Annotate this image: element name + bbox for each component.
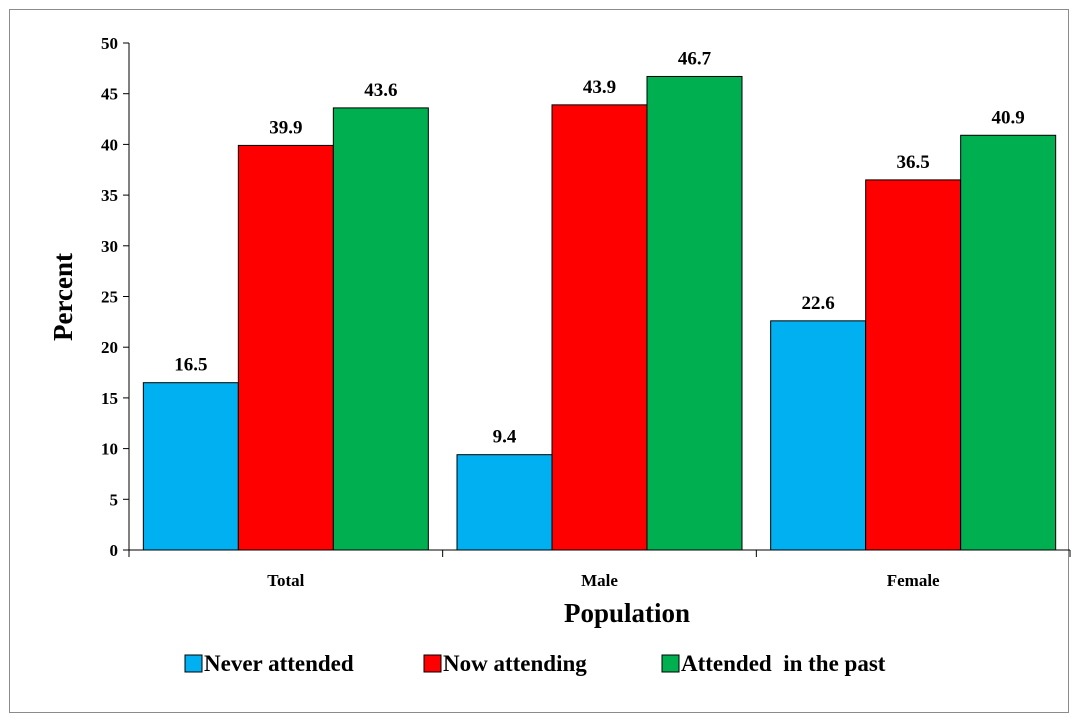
category-label: Female <box>887 571 940 590</box>
legend-swatch <box>423 654 442 673</box>
bar <box>332 107 429 551</box>
bar <box>551 104 648 551</box>
legend-label: Now attending <box>443 651 587 676</box>
plot-area: 0 5 10 15 20 25 30 35 40 45 50 16.5 39.9 43.6 Total 9.4… <box>101 34 1071 590</box>
data-label: 22.6 <box>802 293 835 314</box>
y-tick-label: 10 <box>101 440 118 459</box>
x-axis-title: Population <box>564 598 690 628</box>
data-label: 43.6 <box>364 80 397 101</box>
data-label: 40.9 <box>992 107 1025 128</box>
y-tick-label: 35 <box>101 186 118 205</box>
legend-swatch <box>184 654 203 673</box>
legend-swatch <box>661 654 680 673</box>
category-label: Total <box>267 571 304 590</box>
bar <box>770 320 867 551</box>
data-label: 16.5 <box>174 355 207 376</box>
y-tick-label: 30 <box>101 237 118 256</box>
data-label: 43.9 <box>583 77 616 98</box>
legend-label: Attended in the past <box>681 651 886 676</box>
y-tick-label: 15 <box>101 389 118 408</box>
legend-label: Never attended <box>204 651 354 676</box>
data-label: 36.5 <box>897 152 930 173</box>
bar <box>865 179 962 551</box>
bar <box>646 75 743 551</box>
y-tick-label: 45 <box>101 85 118 104</box>
y-tick-label: 0 <box>110 541 119 560</box>
y-tick-label: 20 <box>101 338 118 357</box>
data-label: 9.4 <box>493 427 517 448</box>
legend: Never attended Now attending Attended in t… <box>184 651 886 676</box>
data-label: 39.9 <box>269 117 302 138</box>
y-tick-label: 5 <box>110 490 119 509</box>
bar <box>960 134 1057 551</box>
y-tick-label: 25 <box>101 288 118 307</box>
category-label: Male <box>581 571 618 590</box>
y-axis-title: Percent <box>48 253 78 341</box>
bar <box>142 382 239 551</box>
y-tick-label: 50 <box>101 34 118 53</box>
bar <box>237 144 334 551</box>
data-label: 46.7 <box>678 48 712 69</box>
bar <box>456 454 553 551</box>
y-tick-label: 40 <box>101 135 118 154</box>
